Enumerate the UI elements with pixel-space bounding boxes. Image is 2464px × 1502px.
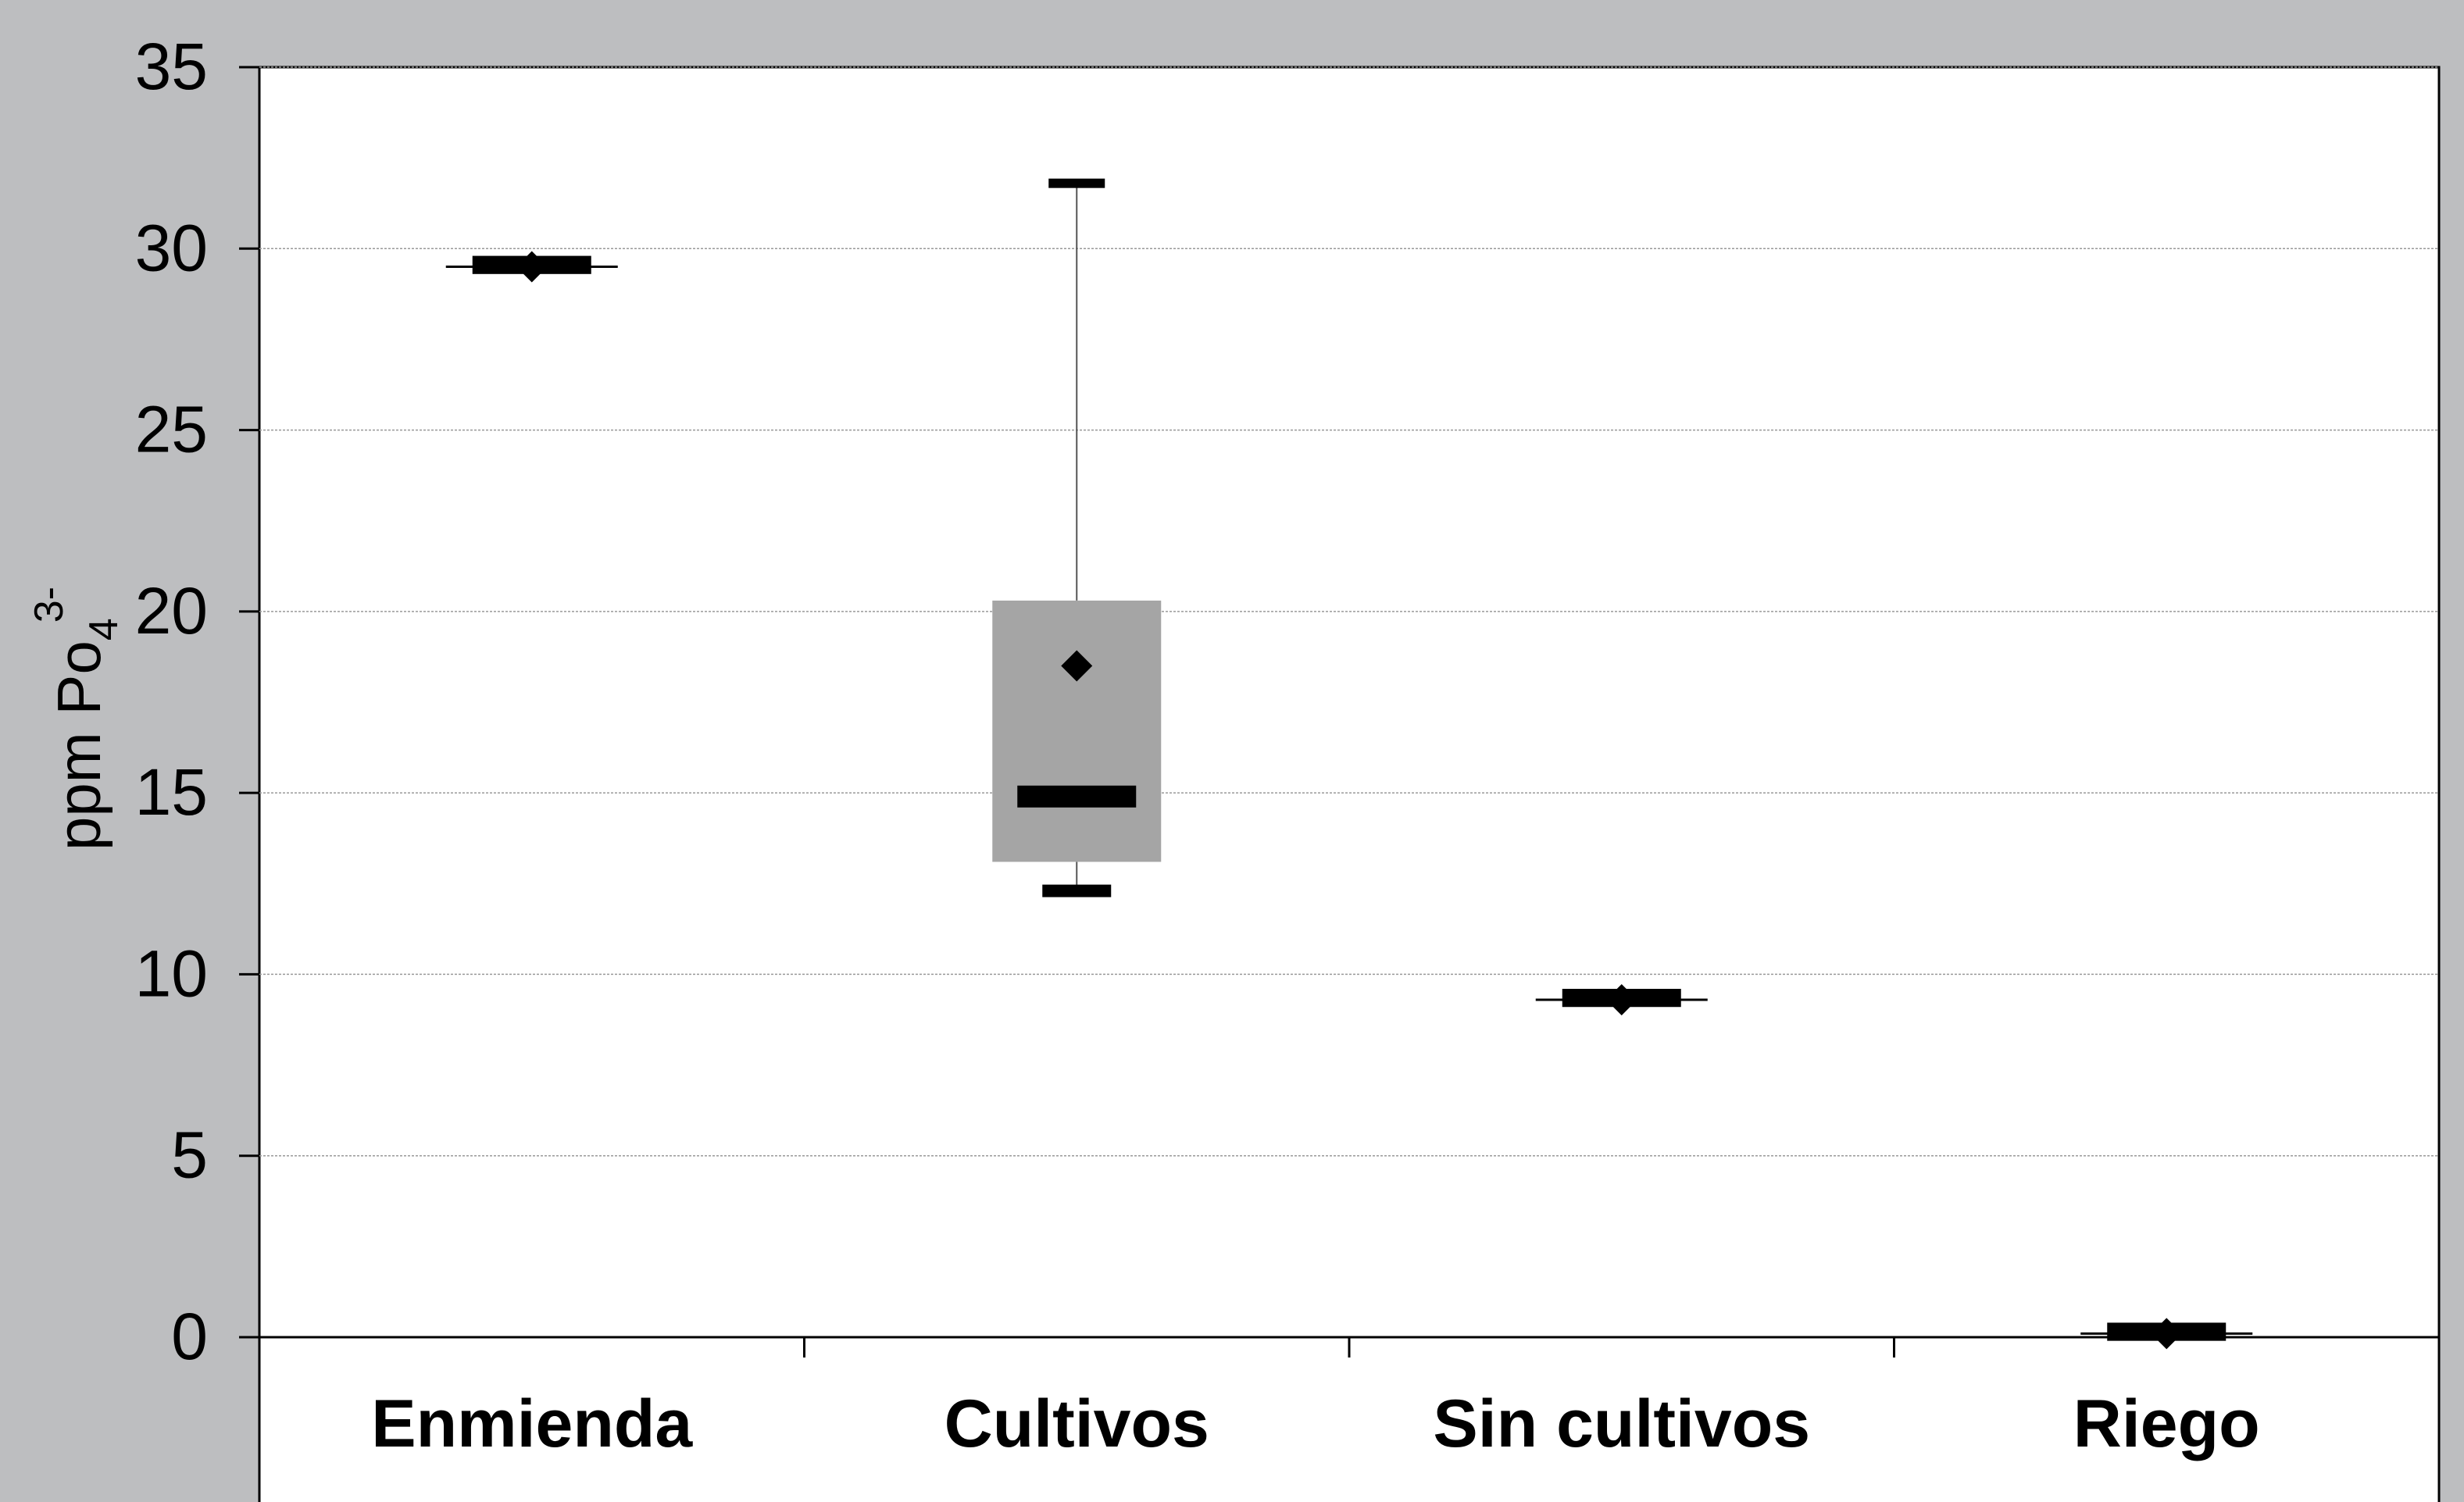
x-axis-labels: Enmienda Cultivos Sin cultivos Riego xyxy=(371,1386,2259,1461)
y-tick-label: 15 xyxy=(135,755,208,829)
y-tick-label: 5 xyxy=(171,1118,208,1192)
mean-marker xyxy=(516,251,548,283)
y-tick-label: 20 xyxy=(135,574,208,648)
y-tick-label: 25 xyxy=(135,393,208,466)
x-tick-label: Enmienda xyxy=(371,1386,693,1461)
y-axis-label-base: ppm Po xyxy=(45,640,113,851)
box-cultivos xyxy=(992,178,1162,897)
mean-marker xyxy=(2151,1318,2183,1350)
y-tick-label: 35 xyxy=(135,30,208,103)
x-tick-label: Sin cultivos xyxy=(1433,1386,1810,1461)
box-sin-cultivos xyxy=(1535,983,1708,1015)
y-tick-label: 0 xyxy=(171,1300,208,1373)
y-tick-label: 30 xyxy=(135,211,208,284)
x-tick-label: Cultivos xyxy=(945,1386,1209,1461)
y-tick-label: 10 xyxy=(135,937,208,1010)
iqr-box xyxy=(992,600,1162,862)
median-bar xyxy=(1017,785,1137,808)
box-series xyxy=(445,178,2253,1350)
y-axis-label: ppm Po4 3- xyxy=(27,587,127,851)
y-axis-label-subscript: 4 xyxy=(81,618,127,640)
x-tick-label: Riego xyxy=(2073,1386,2260,1461)
y-axis-ticks: 0 5 10 15 20 25 30 35 xyxy=(135,30,259,1373)
x-axis-ticks xyxy=(803,1337,1895,1358)
mean-marker xyxy=(1061,650,1093,682)
gridlines xyxy=(259,66,2439,1157)
mean-marker xyxy=(1605,983,1637,1015)
y-axis-label-superscript: 3- xyxy=(27,587,72,623)
max-cap xyxy=(1048,178,1105,188)
box-enmienda xyxy=(445,251,618,283)
plot-area xyxy=(258,66,2441,1502)
min-cap xyxy=(1042,884,1112,897)
